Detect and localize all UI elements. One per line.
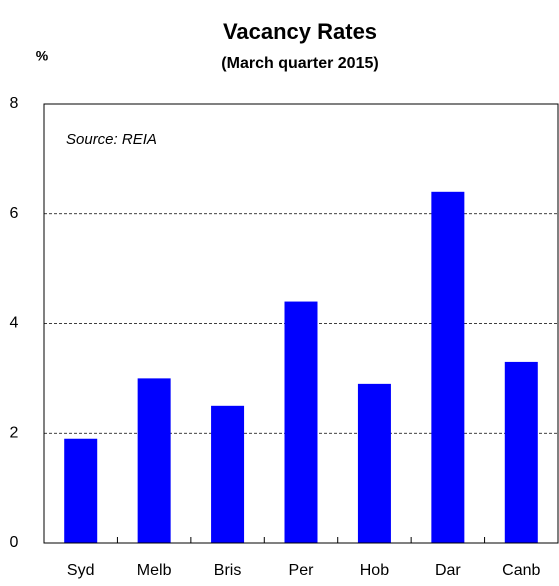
y-tick-label: 0 — [10, 534, 19, 551]
chart-subtitle: (March quarter 2015) — [221, 55, 378, 72]
y-tick-label: 8 — [10, 95, 19, 112]
bar — [137, 378, 171, 543]
bar — [431, 191, 465, 544]
y-tick-label: 6 — [10, 205, 19, 222]
x-tick-label: Canb — [502, 562, 540, 579]
x-tick-label: Syd — [67, 562, 95, 579]
bar — [284, 301, 318, 543]
y-tick-label: 2 — [10, 424, 19, 441]
bar — [357, 383, 391, 543]
bar — [504, 361, 538, 543]
y-tick-label: 4 — [10, 315, 19, 332]
x-tick-label: Melb — [137, 562, 172, 579]
y-axis-label: % — [36, 48, 49, 64]
x-tick-label: Bris — [214, 562, 242, 579]
x-tick-label: Hob — [360, 562, 389, 579]
x-tick-label: Dar — [435, 562, 461, 579]
plot-frame — [43, 103, 559, 544]
chart-title: Vacancy Rates — [223, 19, 377, 44]
bar — [211, 405, 245, 543]
bar — [64, 438, 98, 543]
x-tick-label: Per — [289, 562, 315, 579]
annotation: Source: REIA — [66, 131, 157, 148]
